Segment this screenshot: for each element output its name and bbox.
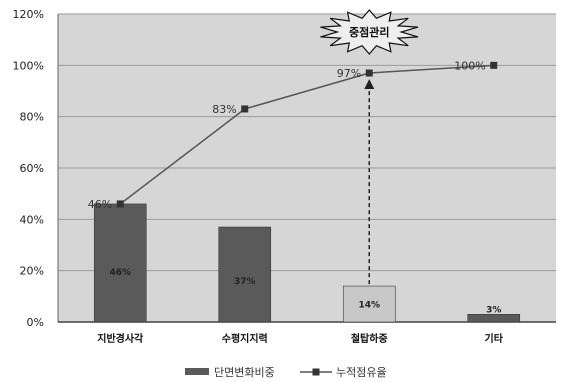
x-tick-label: 철탑하중 [351,332,388,345]
line-data-label: 100% [454,59,485,72]
bar-data-label: 46% [109,268,131,278]
line-series [119,64,494,205]
bar [342,285,396,323]
y-tick-label: 20% [20,265,44,278]
legend-swatch-marker [312,368,320,376]
line-data-label: 83% [212,103,236,116]
line-marker [490,61,498,69]
y-tick-label: 60% [20,162,44,175]
annotation-label: 중점관리 [349,25,389,39]
y-tick-label: 120% [13,8,44,21]
bar-data-label: 14% [358,301,380,311]
x-tick-label: 지반경사각 [97,332,144,345]
legend-swatch-bar [185,368,209,375]
line-marker [116,200,124,208]
y-tick-label: 40% [20,213,44,226]
bar [218,226,272,323]
starburst-callout [320,9,419,55]
bar-data-label: 3% [486,305,501,315]
y-tick-label: 100% [13,59,44,72]
legend-label: 누적점유율 [336,366,387,379]
legend-label: 단면변화비중 [214,366,275,379]
bar-data-label: 37% [234,277,256,287]
y-tick-label: 80% [20,111,44,124]
y-tick-label: 0% [27,316,44,329]
x-tick-label: 수평지지력 [222,332,268,345]
annotation-arrow-head [364,79,375,90]
line-marker [241,105,249,113]
line-marker [365,69,373,77]
bar [93,203,147,323]
x-tick-label: 기타 [485,332,504,345]
line-data-label: 97% [337,67,361,80]
line-data-label: 46% [88,198,112,211]
bar [467,313,521,323]
